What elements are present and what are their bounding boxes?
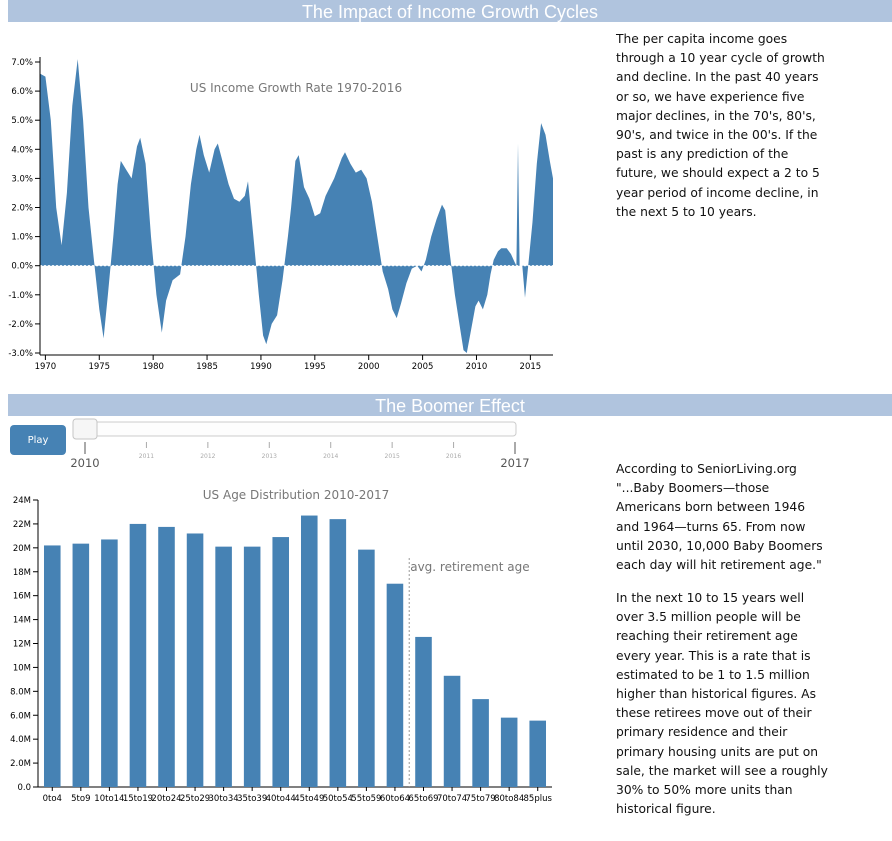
y-tick-label: 7.0% (11, 58, 33, 68)
bar-75to79 (472, 699, 489, 787)
y-tick-label: 2.0% (11, 204, 33, 214)
x-tick-label: 50to54 (323, 794, 353, 804)
income-section-title: The Impact of Income Growth Cycles (301, 2, 599, 22)
x-tick-label: 40to44 (266, 794, 296, 804)
y-tick-label: 20M (13, 544, 31, 554)
year-slider[interactable]: 2011 2012 2013 2014 2015 2016 2010 2017 (70, 418, 540, 474)
boomer-section-banner: The Boomer Effect (8, 394, 892, 416)
y-tick-label: 4.0% (11, 145, 33, 155)
y-tick-label: -3.0% (8, 349, 33, 359)
bar-80to84 (500, 717, 518, 787)
y-tick-label: 0.0 (17, 783, 31, 793)
income-section-banner: The Impact of Income Growth Cycles (8, 0, 892, 22)
y-tick-label: 22M (13, 520, 31, 530)
x-tick-label: 2000 (358, 362, 380, 372)
y-tick-label: 24M (13, 496, 31, 506)
x-tick-label: 2010 (466, 362, 488, 372)
y-tick-label: 0.0% (11, 262, 33, 272)
y-tick-label: 12M (13, 640, 31, 650)
x-tick-label: 2015 (520, 362, 542, 372)
slider-tick-label: 2011 (139, 453, 154, 460)
x-tick-label: 60to64 (380, 794, 410, 804)
slider-start-label: 2010 (70, 456, 99, 470)
slider-tick-label: 2013 (262, 453, 277, 460)
x-tick-label: 75to79 (466, 794, 496, 804)
slider-tick-label: 2014 (323, 453, 338, 460)
bar-15to19 (129, 523, 147, 787)
x-tick-label: 15to19 (123, 794, 153, 804)
y-tick-label: 3.0% (11, 174, 33, 184)
boomer-quote: According to SeniorLiving.org "...Baby B… (616, 462, 823, 573)
slider-handle[interactable] (72, 418, 98, 440)
y-tick-label: 16M (13, 592, 31, 602)
x-tick-label: 45to49 (294, 794, 324, 804)
play-button[interactable]: Play (10, 425, 66, 455)
x-tick-label: 65to69 (408, 794, 438, 804)
bar-35to39 (243, 546, 261, 787)
y-tick-label: 8.0M (10, 687, 31, 697)
x-tick-label: 25to29 (180, 794, 210, 804)
x-tick-label: 80to84 (494, 794, 524, 804)
y-tick-label: 6.0% (11, 87, 33, 97)
y-tick-label: 14M (13, 616, 31, 626)
y-tick-label: 4.0M (10, 735, 31, 745)
bar-40to44 (272, 537, 290, 787)
slider-tick-label: 2012 (200, 453, 215, 460)
slider-end-label: 2017 (500, 456, 529, 470)
boomer-section-title: The Boomer Effect (375, 396, 525, 416)
bar-85plus (529, 720, 547, 787)
x-tick-label: 20to24 (151, 794, 181, 804)
y-tick-label: 1.0% (11, 233, 33, 243)
y-tick-label: 18M (13, 568, 31, 578)
income-description: The per capita income goes through a 10 … (616, 32, 825, 219)
bar-30to34 (215, 546, 232, 787)
age-chart-title: US Age Distribution 2010-2017 (203, 488, 389, 502)
x-tick-label: 1980 (142, 362, 164, 372)
x-tick-label: 85plus (524, 794, 553, 804)
bar-45to49 (300, 515, 318, 787)
x-tick-label: 30to34 (209, 794, 239, 804)
income-chart-title: US Income Growth Rate 1970-2016 (190, 81, 402, 95)
x-tick-label: 0to4 (43, 794, 62, 804)
y-tick-label: 2.0M (10, 759, 31, 769)
retirement-annotation: avg. retirement age (410, 560, 529, 574)
y-tick-label: 10M (13, 663, 31, 673)
slider-track (73, 421, 517, 437)
bar-0to4 (43, 545, 61, 787)
bar-50to54 (329, 519, 347, 787)
bar-10to14 (101, 539, 118, 787)
x-tick-label: 55to59 (351, 794, 381, 804)
bar-55to59 (358, 549, 375, 787)
slider-tick-label: 2015 (385, 453, 400, 460)
boomer-description: In the next 10 to 15 years well over 3.5… (616, 591, 828, 817)
bar-20to24 (158, 526, 175, 787)
y-tick-label: 6.0M (10, 711, 31, 721)
x-tick-label: 1985 (196, 362, 218, 372)
slider-tick-label: 2016 (446, 453, 461, 460)
bar-5to9 (72, 543, 90, 787)
bar-65to69 (415, 636, 432, 787)
bar-70to74 (443, 675, 461, 787)
x-tick-label: 35to39 (237, 794, 267, 804)
y-tick-label: -1.0% (8, 291, 33, 301)
y-tick-label: 5.0% (11, 116, 33, 126)
x-tick-label: 1975 (88, 362, 110, 372)
y-tick-label: -2.0% (8, 320, 33, 330)
bar-60to64 (386, 583, 404, 787)
x-tick-label: 5to9 (71, 794, 90, 804)
x-tick-label: 2005 (412, 362, 434, 372)
x-tick-label: 1995 (304, 362, 326, 372)
income-growth-chart: 7.0% 6.0% 5.0% 4.0% 3.0% 2.0% 1.0% 0.0% -1.0% -2.… (8, 57, 553, 372)
x-tick-label: 1970 (35, 362, 57, 372)
bar-25to29 (186, 533, 204, 787)
income-growth-area (40, 59, 553, 353)
x-tick-label: 70to74 (437, 794, 467, 804)
age-distribution-chart: 0.0 2.0M 4.0M 6.0M 8.0M 10M 12M 14M 16M 18M 20M 22M… (10, 488, 553, 804)
x-tick-label: 10to14 (94, 794, 124, 804)
x-tick-label: 1990 (250, 362, 272, 372)
